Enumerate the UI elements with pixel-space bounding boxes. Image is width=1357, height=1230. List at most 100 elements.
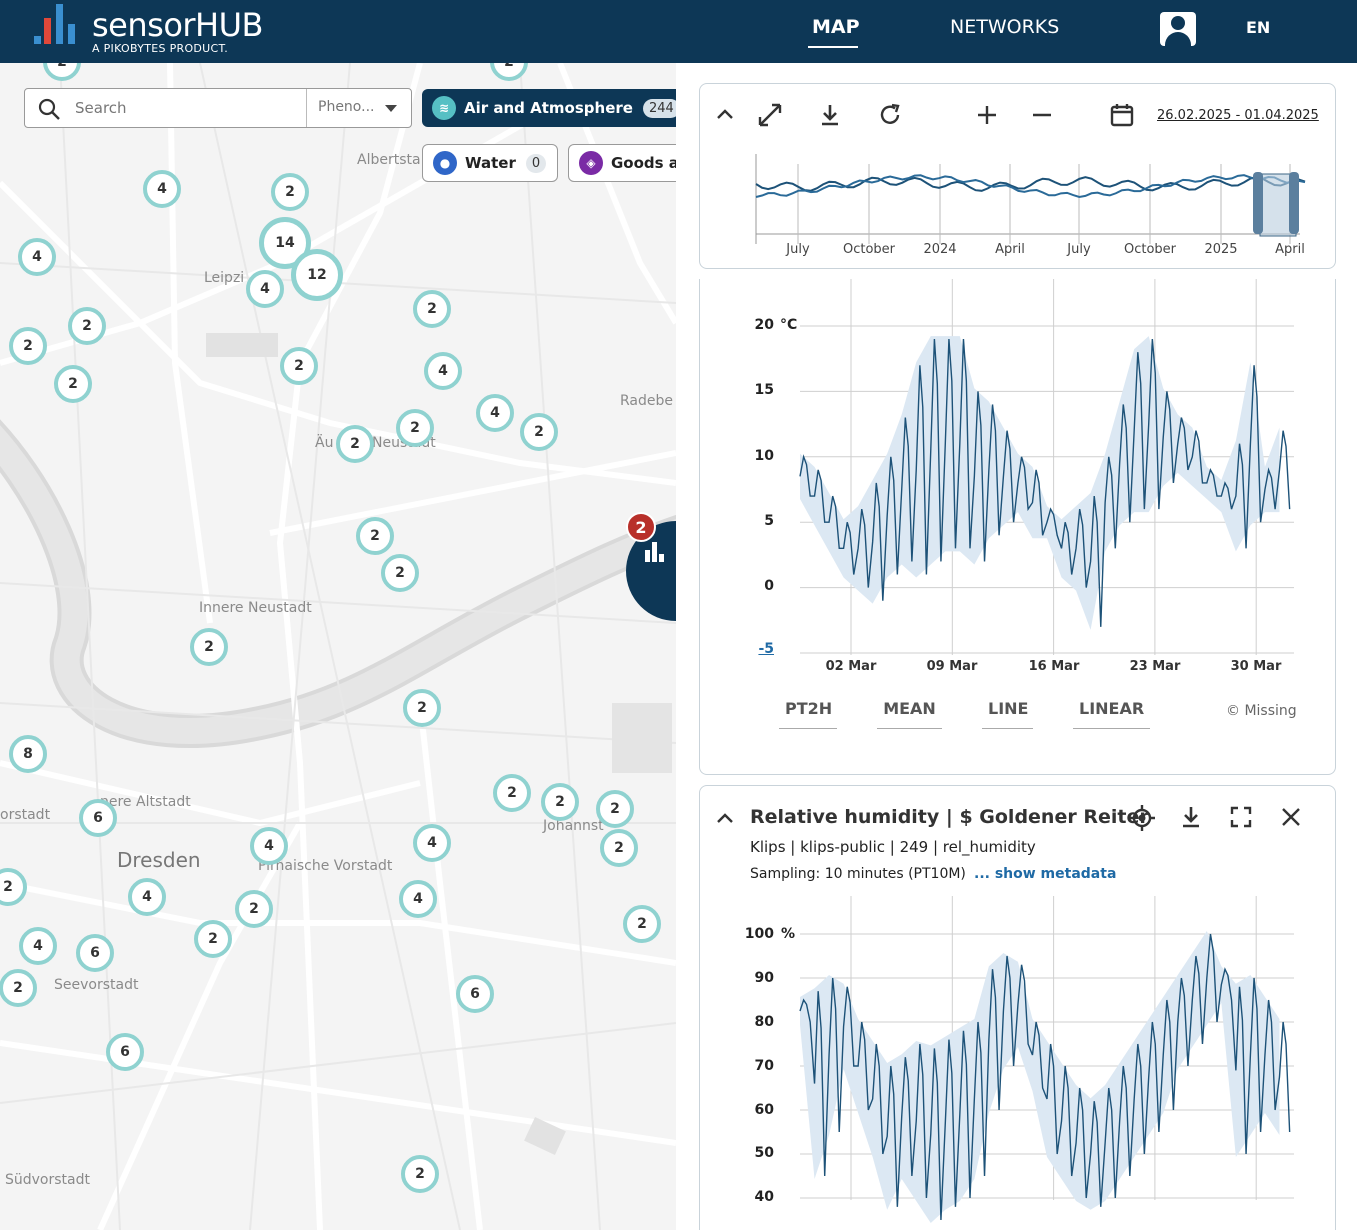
series-line [799, 933, 1291, 1221]
bar-chart-icon-bar [659, 554, 664, 562]
humidity-chart[interactable] [700, 896, 1337, 1230]
sensor-cluster[interactable]: 4 [424, 352, 462, 390]
sensor-cluster[interactable]: 2 [280, 347, 318, 385]
nav-map[interactable]: MAP [812, 16, 860, 38]
sensor-cluster[interactable]: 2 [541, 783, 579, 821]
date-range-picker[interactable]: 26.02.2025 - 01.04.2025 [1157, 108, 1319, 123]
sensor-cluster[interactable]: 2 [0, 969, 37, 1007]
bar-chart-icon-bar [645, 550, 650, 562]
sensor-cluster[interactable]: 2 [596, 790, 634, 828]
calendar-icon[interactable] [1109, 102, 1135, 128]
timeline-series-line [755, 175, 1306, 192]
sensor-cluster[interactable]: 4 [399, 880, 437, 918]
place-label: Johannst [543, 818, 604, 834]
refresh-icon[interactable] [877, 102, 903, 128]
expand-icon[interactable] [757, 102, 783, 128]
sensor-cluster[interactable]: 2 [68, 307, 106, 345]
option-interpolation[interactable]: LINEAR [1073, 699, 1150, 729]
chip-water[interactable]: ● Water 0 [422, 144, 558, 182]
place-label: Äu [315, 435, 334, 451]
sensor-cluster[interactable]: 2 [235, 890, 273, 928]
chip-goods[interactable]: ◈ Goods a [568, 144, 676, 182]
timeline-tick: April [995, 242, 1025, 257]
map-background [0, 63, 676, 1230]
sensor-cluster[interactable]: 4 [250, 827, 288, 865]
place-label: nere Altstadt [100, 794, 191, 810]
dataset-meta: Klips | klips-public | 249 | rel_humidit… [750, 838, 1036, 856]
sensor-cluster[interactable]: 2 [623, 905, 661, 943]
map-view[interactable]: Albertsta Leipzi Radebe Äu Neustadt Inne… [0, 63, 676, 1230]
collapse-icon[interactable] [712, 102, 738, 128]
sensor-cluster[interactable]: 8 [9, 735, 47, 773]
download-icon[interactable] [1178, 804, 1204, 830]
timeline-tick: October [1123, 242, 1177, 257]
sensor-cluster[interactable]: 2 [493, 774, 531, 812]
option-line-style[interactable]: LINE [982, 699, 1033, 729]
timeline-handle-left [1253, 172, 1263, 234]
logo-brand-a: sensor [92, 6, 196, 44]
sensor-cluster[interactable]: 2 [194, 920, 232, 958]
sensor-cluster[interactable]: 4 [128, 878, 166, 916]
sensor-cluster[interactable]: 2 [271, 173, 309, 211]
place-label: Radebe [620, 393, 673, 409]
sensor-cluster[interactable]: 6 [76, 934, 114, 972]
sensor-cluster[interactable]: 6 [106, 1033, 144, 1071]
sampling-info: Sampling: 10 minutes (PT10M) [750, 866, 966, 882]
chip-air-atmosphere[interactable]: ≋ Air and Atmosphere 244 [422, 89, 676, 127]
sensor-cluster[interactable]: 2 [413, 290, 451, 328]
show-metadata-link[interactable]: ... show metadata [974, 866, 1117, 882]
account-icon[interactable] [1160, 12, 1196, 46]
timeline-overview-chart[interactable] [700, 144, 1337, 244]
search-input[interactable] [75, 97, 305, 119]
place-label: Pirnaische Vorstadt [258, 858, 393, 874]
option-aggregation[interactable]: MEAN [877, 699, 942, 729]
fullscreen-icon[interactable] [1228, 804, 1254, 830]
sensor-cluster[interactable]: 2 [600, 829, 638, 867]
sensor-cluster[interactable]: 4 [19, 927, 57, 965]
download-icon[interactable] [817, 102, 843, 128]
phenomenon-select[interactable]: Pheno... [318, 99, 375, 115]
option-resolution[interactable]: PT2H [779, 699, 837, 729]
zoom-out-icon[interactable] [1029, 102, 1055, 128]
nav-networks[interactable]: NETWORKS [950, 16, 1060, 38]
y-axis-min-link[interactable]: -5 [758, 641, 774, 657]
sensor-cluster[interactable]: 4 [476, 394, 514, 432]
sensor-cluster[interactable]: 2 [396, 409, 434, 447]
place-label: orstadt [0, 807, 51, 823]
sensor-cluster[interactable]: 6 [456, 975, 494, 1013]
sensor-cluster[interactable]: 2 [520, 413, 558, 451]
logo-bar [44, 18, 51, 44]
sensor-cluster[interactable]: 6 [79, 799, 117, 837]
chip-label: Goods a [611, 154, 676, 172]
sensor-cluster[interactable]: 2 [381, 554, 419, 592]
account-head [1171, 16, 1185, 30]
sensor-cluster[interactable]: 12 [291, 249, 343, 301]
place-label: Seevorstadt [54, 977, 139, 993]
logo-bar [56, 4, 63, 44]
sensor-cluster[interactable]: 2 [9, 327, 47, 365]
sensorhub-logo[interactable]: sensorHUB A PIKOBYTES PRODUCT. [32, 4, 292, 55]
chevron-down-icon[interactable] [385, 105, 397, 112]
nav-active-indicator [808, 46, 858, 48]
place-label: Leipzi [204, 270, 245, 286]
temperature-chart[interactable] [700, 279, 1337, 679]
zoom-in-icon[interactable] [974, 102, 1000, 128]
locate-icon[interactable] [1128, 804, 1156, 832]
sensor-cluster[interactable]: 4 [246, 270, 284, 308]
timeline-tick: July [1067, 242, 1091, 257]
close-icon[interactable] [1278, 804, 1304, 830]
sensor-cluster[interactable]: 2 [54, 365, 92, 403]
logo-bar [34, 36, 41, 44]
sensor-cluster[interactable]: 4 [18, 238, 56, 276]
collapse-icon[interactable] [712, 806, 738, 832]
y-axis-label: 10 [754, 448, 774, 464]
sensor-cluster[interactable]: 2 [190, 628, 228, 666]
sensor-cluster[interactable]: 2 [356, 517, 394, 555]
language-selector[interactable]: EN [1246, 18, 1271, 37]
logo-wordmark: sensorHUB [92, 6, 263, 44]
sensor-cluster[interactable]: 2 [401, 1155, 439, 1193]
sensor-cluster[interactable]: 2 [403, 689, 441, 727]
sensor-cluster[interactable]: 2 [336, 425, 374, 463]
sensor-cluster[interactable]: 4 [413, 824, 451, 862]
sensor-cluster[interactable]: 4 [143, 170, 181, 208]
